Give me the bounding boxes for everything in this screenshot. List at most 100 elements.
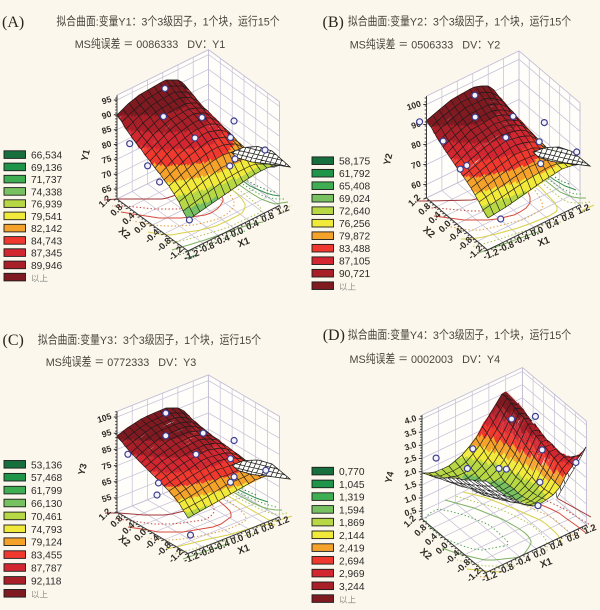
svg-text:15: 15	[258, 17, 270, 29]
svg-text:2.0: 2.0	[403, 466, 418, 479]
svg-text:0.4: 0.4	[245, 218, 261, 232]
svg-text:0.8: 0.8	[560, 209, 576, 223]
svg-text:58,175: 58,175	[339, 157, 370, 168]
svg-text:72,640: 72,640	[339, 207, 370, 218]
svg-text:1.2: 1.2	[275, 203, 291, 217]
svg-text:87,345: 87,345	[31, 249, 62, 260]
svg-text:15: 15	[549, 330, 561, 342]
svg-text:3: 3	[141, 17, 147, 29]
svg-text:(D): (D)	[323, 327, 345, 344]
svg-text:0002003: 0002003	[411, 354, 453, 366]
svg-text:69,136: 69,136	[31, 163, 62, 174]
svg-text:DV: DV	[462, 354, 478, 366]
svg-text:65: 65	[100, 183, 112, 196]
svg-text:0.0: 0.0	[532, 546, 548, 560]
svg-text:15: 15	[239, 335, 251, 347]
svg-text:1.5: 1.5	[403, 479, 418, 492]
svg-text:0.4: 0.4	[548, 538, 564, 552]
svg-text:3: 3	[157, 17, 163, 29]
svg-text:1.2: 1.2	[582, 522, 598, 536]
svg-text:MS: MS	[46, 357, 62, 369]
svg-text:(A): (A)	[2, 14, 24, 31]
svg-text:90: 90	[100, 109, 112, 122]
svg-text:3.5: 3.5	[403, 426, 418, 439]
svg-text:87,105: 87,105	[339, 257, 370, 268]
svg-text:105: 105	[96, 411, 113, 425]
svg-text:X1: X1	[236, 542, 252, 557]
svg-text:70: 70	[100, 168, 112, 181]
svg-text:Y4: Y4	[383, 470, 397, 485]
svg-text:1.0: 1.0	[403, 492, 418, 505]
svg-text:(C): (C)	[3, 332, 24, 349]
svg-text:0086333: 0086333	[136, 39, 178, 51]
svg-text:Y1: Y1	[118, 17, 131, 29]
svg-text:75: 75	[100, 153, 112, 166]
svg-text:57,468: 57,468	[31, 473, 62, 484]
svg-text:55: 55	[100, 492, 112, 505]
svg-text:Y2: Y2	[487, 40, 500, 52]
svg-text:Y3: Y3	[100, 335, 113, 347]
svg-text:79,872: 79,872	[339, 232, 370, 243]
svg-text:3: 3	[139, 335, 145, 347]
svg-text:79,541: 79,541	[31, 212, 62, 223]
svg-text:DV: DV	[158, 357, 174, 369]
svg-text:Y4: Y4	[487, 354, 500, 366]
svg-text:Y4: Y4	[410, 330, 423, 342]
svg-text:DV: DV	[462, 40, 478, 52]
svg-text:0.4: 0.4	[545, 217, 561, 231]
svg-text:0.4: 0.4	[244, 526, 260, 540]
svg-text:0.5: 0.5	[403, 505, 418, 518]
svg-text:69,024: 69,024	[339, 194, 370, 205]
svg-text:92,118: 92,118	[31, 576, 62, 587]
svg-text:84,743: 84,743	[31, 236, 62, 247]
svg-text:X1: X1	[539, 556, 555, 571]
svg-text:61,799: 61,799	[31, 486, 62, 497]
svg-text:0.8: 0.8	[565, 530, 581, 544]
svg-text:3: 3	[433, 17, 439, 29]
svg-text:2,969: 2,969	[339, 569, 365, 580]
svg-text:1,045: 1,045	[339, 480, 365, 491]
svg-text:60: 60	[410, 178, 422, 191]
svg-text:2,419: 2,419	[339, 544, 365, 555]
svg-text:80: 80	[100, 138, 112, 151]
svg-text:1,594: 1,594	[339, 505, 365, 516]
svg-text:Y3: Y3	[76, 462, 89, 476]
svg-text:0.8: 0.8	[260, 210, 276, 224]
svg-text:85: 85	[100, 443, 112, 456]
svg-text:3: 3	[123, 335, 129, 347]
svg-text:Y2: Y2	[410, 17, 423, 29]
svg-text:65,408: 65,408	[339, 182, 370, 193]
svg-text:0772333: 0772333	[107, 357, 149, 369]
svg-text:Y3: Y3	[183, 357, 196, 369]
svg-text:66,130: 66,130	[31, 499, 62, 510]
svg-text:3,244: 3,244	[339, 582, 365, 593]
svg-text:71,737: 71,737	[31, 175, 62, 186]
svg-text:74,793: 74,793	[31, 525, 62, 536]
svg-text:1.2: 1.2	[275, 514, 291, 528]
svg-text:87,787: 87,787	[31, 564, 62, 575]
svg-text::: :	[96, 17, 99, 29]
svg-text:76,256: 76,256	[339, 219, 370, 230]
svg-text:61,792: 61,792	[339, 169, 370, 180]
svg-text:90,721: 90,721	[339, 269, 370, 280]
svg-text:83,455: 83,455	[31, 551, 62, 562]
svg-text:MS: MS	[350, 40, 366, 52]
svg-text:53,136: 53,136	[31, 460, 62, 471]
svg-text:82,142: 82,142	[31, 224, 62, 235]
svg-text:1.2: 1.2	[576, 202, 592, 216]
svg-text::: :	[387, 330, 390, 342]
svg-text:3.0: 3.0	[403, 439, 418, 452]
svg-text:4.0: 4.0	[403, 413, 418, 426]
svg-text:15: 15	[549, 17, 561, 29]
svg-text:(B): (B)	[323, 14, 344, 31]
svg-text:75: 75	[100, 459, 112, 472]
svg-text:0.0: 0.0	[229, 225, 245, 239]
svg-text:0,770: 0,770	[339, 467, 365, 478]
svg-text:1,869: 1,869	[339, 518, 365, 529]
svg-text:Y1: Y1	[212, 39, 225, 51]
svg-text:70,461: 70,461	[31, 512, 62, 523]
svg-text:79,124: 79,124	[31, 538, 62, 549]
svg-text:0.8: 0.8	[260, 520, 276, 534]
svg-text:1: 1	[494, 17, 500, 29]
svg-text:76,939: 76,939	[31, 200, 62, 211]
